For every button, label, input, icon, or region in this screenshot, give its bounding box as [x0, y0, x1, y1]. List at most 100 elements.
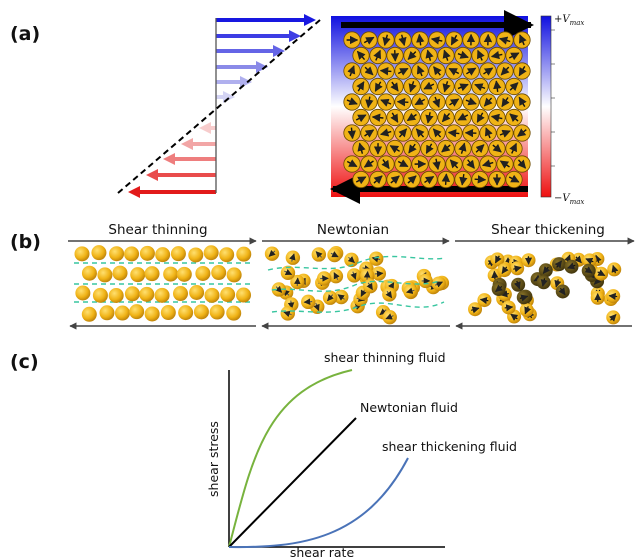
velocity-arrow-head	[128, 186, 140, 198]
particle-orientation-arrow	[490, 50, 503, 60]
particle-orientation-arrow	[355, 114, 367, 123]
shear-thinning-title: Shear thinning	[108, 222, 207, 238]
particle-orientation-arrow	[373, 49, 381, 61]
thinning-particle	[75, 285, 91, 301]
thickening-orientation-arrow	[524, 306, 532, 315]
particle-orientation-arrow	[517, 159, 527, 169]
particle-orientation-arrow	[364, 129, 375, 138]
thinning-particle	[209, 304, 225, 320]
particle-orientation-arrow	[347, 127, 356, 140]
thickening-orientation-arrow	[513, 280, 521, 290]
particle-orientation-arrow	[447, 129, 460, 138]
thinning-particle	[144, 306, 160, 322]
newtonian-orientation-arrow	[385, 313, 394, 320]
particle-orientation-arrow	[364, 66, 374, 76]
particle-orientation-arrow	[425, 143, 434, 154]
thickening-orientation-arrow	[597, 269, 606, 277]
thinning-particle	[91, 245, 107, 261]
newtonian-orientation-arrow	[284, 269, 293, 276]
velocity-arrow-head	[256, 61, 268, 73]
thinning-particle	[97, 267, 113, 283]
newtonian-orientation-arrow	[371, 255, 381, 263]
particle-orientation-arrow	[490, 113, 503, 123]
thinning-particle	[236, 287, 252, 303]
thinning-particle	[188, 247, 204, 263]
newtonian-curve	[228, 417, 357, 548]
newtonian-curve-label: Newtonian fluid	[360, 400, 458, 415]
newtonian-orientation-arrow	[337, 294, 345, 301]
thinning-particle	[203, 245, 219, 261]
particle-orientation-arrow	[379, 128, 392, 137]
particle-orientation-arrow	[432, 128, 442, 138]
colorbar-bottom-text: −V	[554, 193, 571, 204]
shear-thinning-curve	[228, 369, 353, 548]
thickening-orientation-arrow	[608, 313, 617, 322]
thinning-particle	[170, 246, 186, 262]
thinning-particle	[193, 304, 209, 320]
particle-orientation-arrow	[483, 67, 494, 76]
colorbar-top-sub: max	[570, 19, 585, 27]
thinning-particle	[130, 267, 146, 283]
newtonian-title: Newtonian	[317, 222, 389, 238]
particle-orientation-arrow	[432, 96, 441, 108]
particle-orientation-arrow	[492, 143, 502, 153]
thickening-orientation-arrow	[504, 304, 514, 312]
thinning-particle	[108, 287, 124, 303]
particle-orientation-arrow	[508, 174, 520, 183]
newtonian-orientation-arrow	[275, 285, 283, 293]
velocity-arrow-head	[304, 14, 316, 26]
particle-orientation-arrow	[423, 81, 435, 90]
thickening-orientation-arrow	[491, 270, 499, 280]
particle-orientation-arrow	[356, 81, 365, 92]
thickening-orientation-arrow	[567, 262, 576, 270]
velocity-arrow-head	[163, 153, 175, 165]
particle-orientation-arrow	[459, 174, 468, 186]
newtonian-orientation-arrow	[303, 298, 313, 305]
particle-orientation-arrow	[379, 66, 392, 76]
shear-thickening-curve	[228, 457, 409, 549]
particle-orientation-arrow	[517, 128, 527, 137]
particle-orientation-arrow	[424, 175, 435, 185]
thinning-particle	[139, 286, 155, 302]
particle-orientation-arrow	[448, 67, 460, 76]
panel-c-label: (c)	[10, 351, 39, 373]
particle-orientation-arrow	[356, 50, 366, 61]
particle-orientation-arrow	[508, 52, 520, 61]
velocity-arrow-head	[146, 169, 158, 181]
newtonian-orientation-arrow	[294, 277, 301, 287]
newtonian-orientation-arrow	[315, 251, 323, 259]
thinning-particle	[124, 246, 140, 262]
thinning-particle	[219, 247, 235, 263]
particle-orientation-arrow	[475, 144, 485, 154]
particle-orientation-arrow	[414, 97, 426, 106]
thinning-particle	[139, 245, 155, 261]
thinning-particle	[144, 266, 160, 282]
particle-orientation-arrow	[442, 49, 451, 61]
particle-orientation-arrow	[518, 96, 527, 107]
thickening-orientation-arrow	[585, 257, 594, 265]
linear-velocity-line	[117, 19, 321, 194]
thinning-particle	[99, 305, 115, 321]
colorbar-bottom-label: −Vmax	[554, 193, 584, 206]
particle-orientation-arrow	[407, 51, 417, 60]
particle-orientation-arrow	[474, 175, 487, 184]
particle-orientation-arrow	[466, 159, 475, 169]
particle-orientation-arrow	[483, 97, 493, 107]
particle-orientation-arrow	[407, 175, 417, 185]
particle-orientation-arrow	[519, 34, 527, 46]
thinning-particle	[114, 305, 130, 321]
particle-orientation-arrow	[406, 112, 417, 122]
newtonian-orientation-arrow	[268, 249, 276, 257]
particle-orientation-arrow	[397, 159, 409, 168]
newtonian-orientation-arrow	[283, 310, 292, 318]
particle-orientation-arrow	[442, 81, 451, 93]
thickening-orientation-arrow	[594, 254, 602, 263]
particle-orientation-arrow	[390, 175, 400, 185]
particle-orientation-arrow	[357, 142, 366, 154]
newtonian-orientation-arrow	[330, 251, 339, 258]
thickening-particles	[468, 251, 622, 325]
particle-orientation-arrow	[355, 176, 367, 185]
particle-orientation-arrow	[509, 142, 517, 154]
particle-orientation-arrow	[465, 97, 477, 106]
